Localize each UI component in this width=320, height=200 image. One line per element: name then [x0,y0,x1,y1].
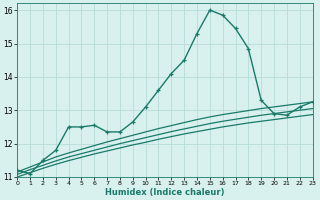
X-axis label: Humidex (Indice chaleur): Humidex (Indice chaleur) [105,188,225,197]
